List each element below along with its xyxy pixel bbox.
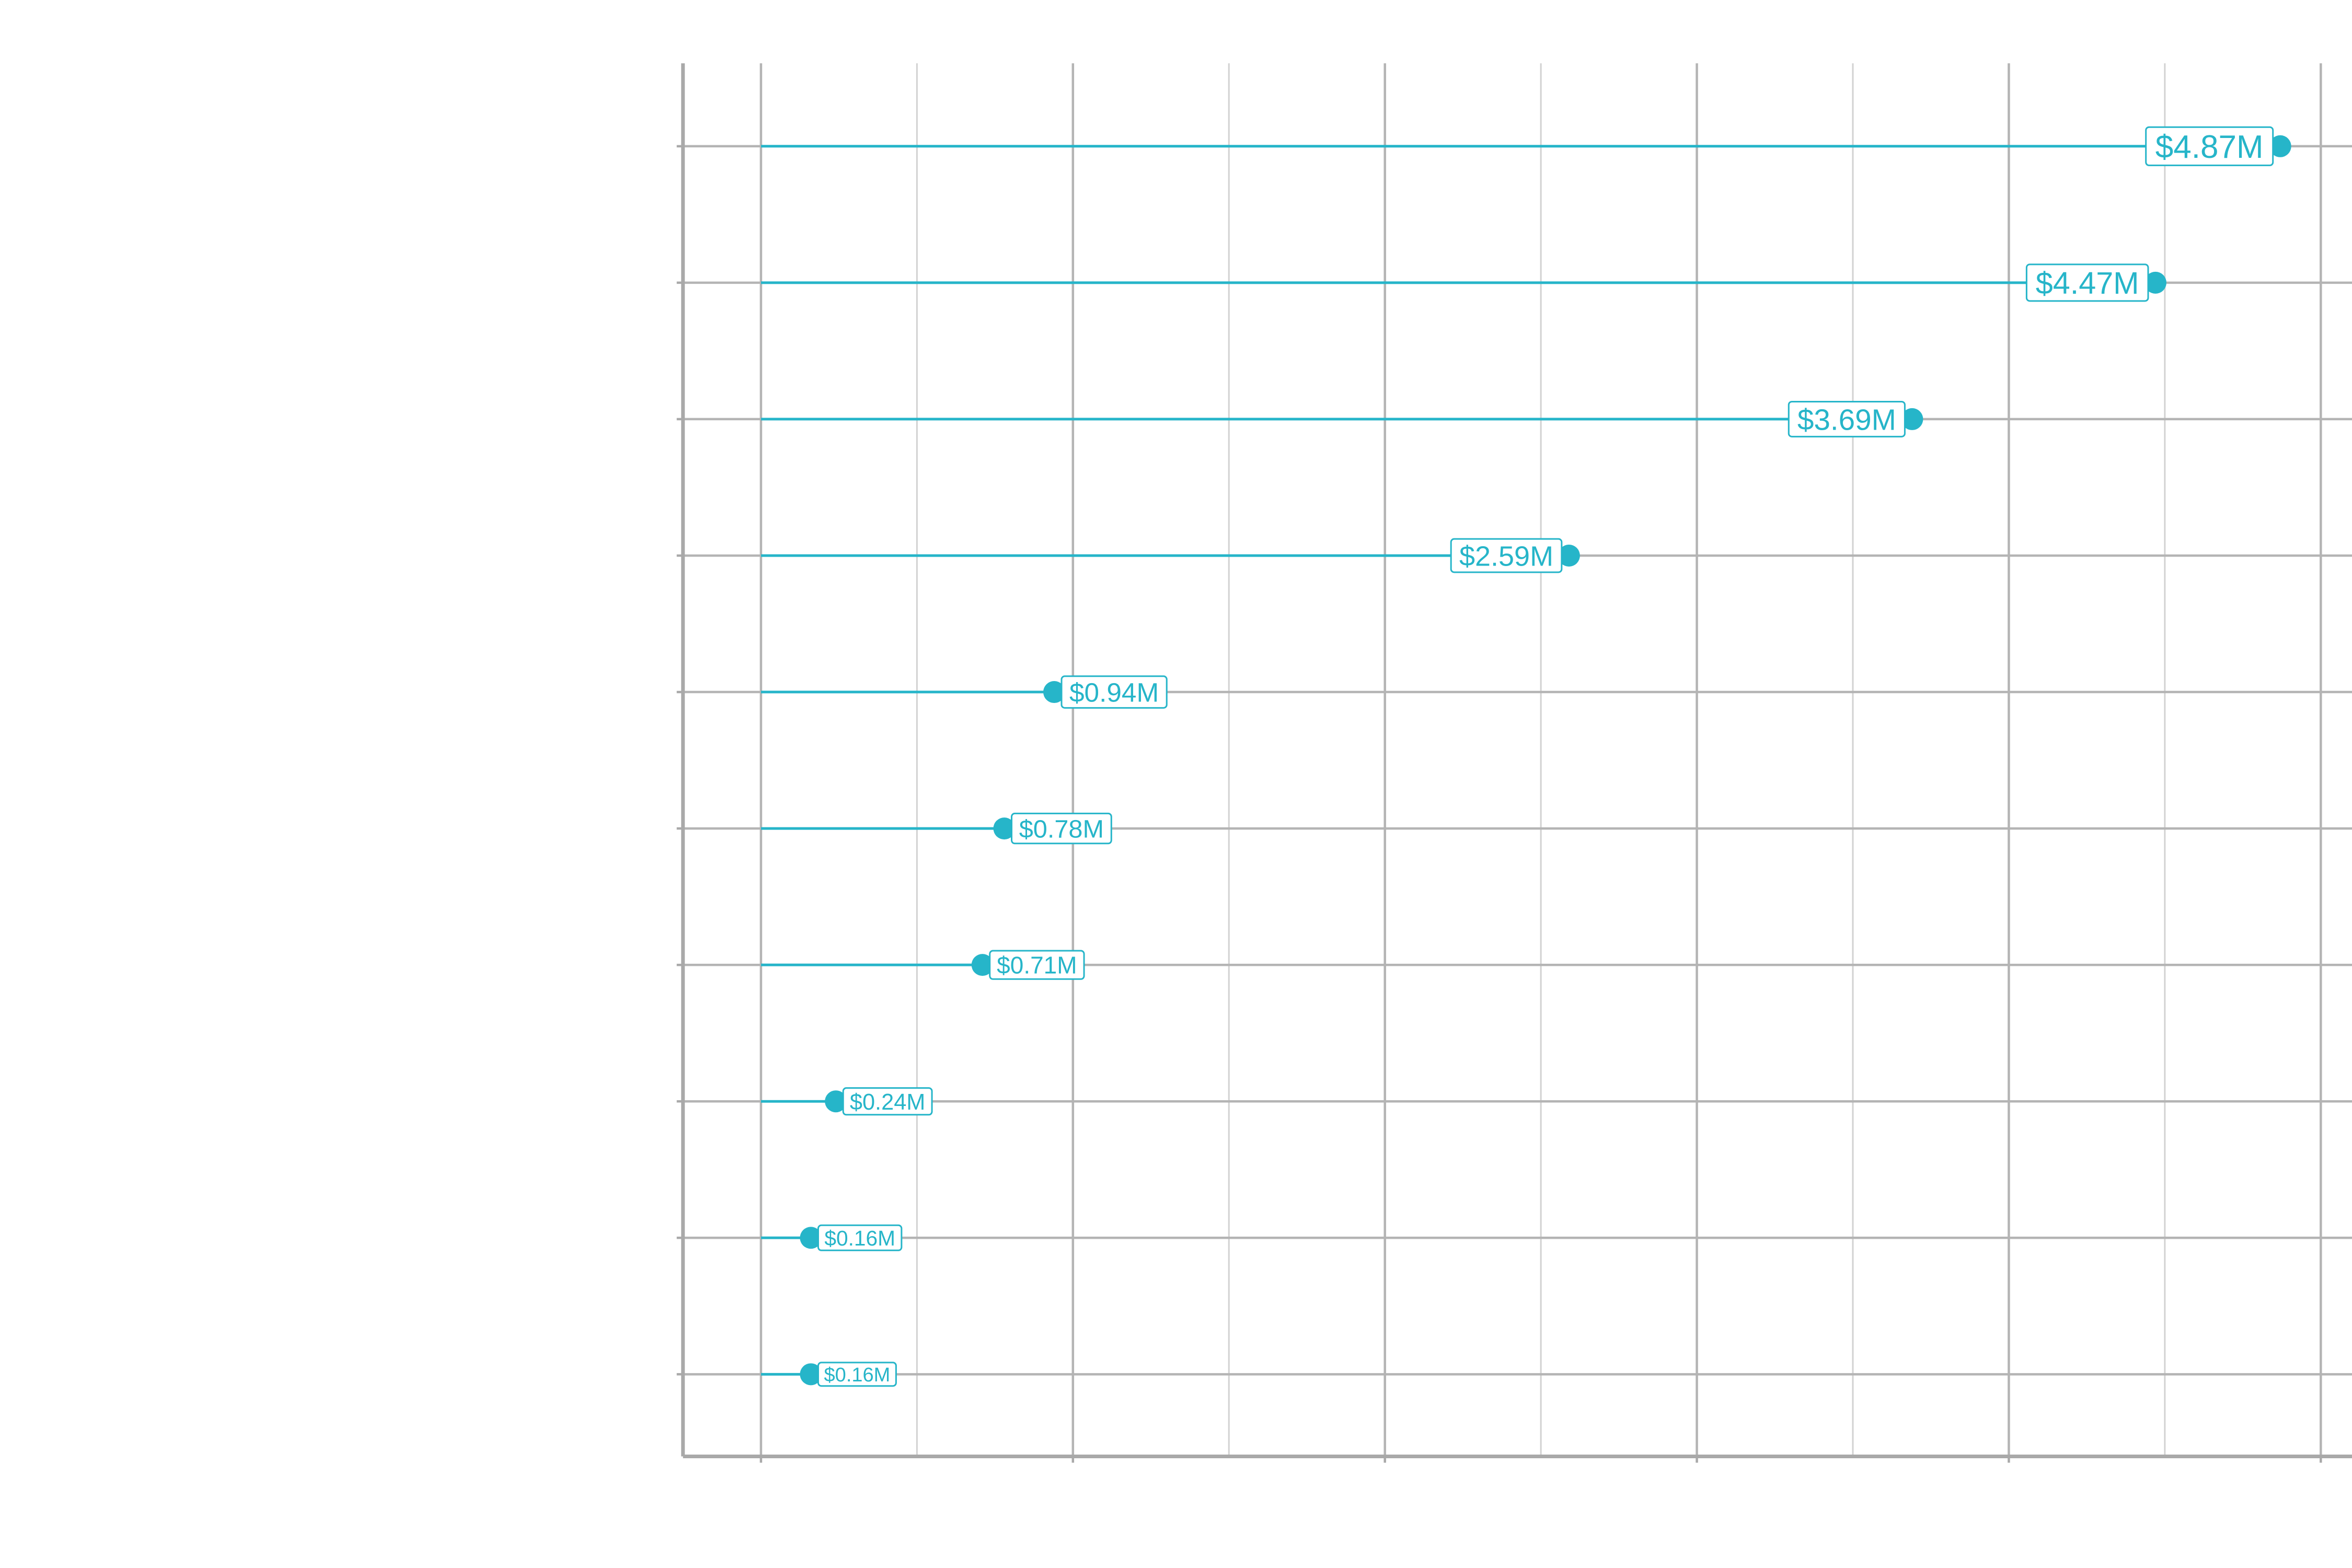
value-label-box [2025,263,2149,302]
value-label-box [817,1362,897,1387]
axis-layer [676,63,2352,1463]
value-label-box [817,1224,903,1251]
value-label: $0.16M [824,1226,895,1250]
value-label-box [1060,675,1168,709]
value-label: $4.87M [2155,129,2264,165]
value-label: $0.16M [824,1364,891,1386]
value-label: $0.24M [850,1090,926,1115]
lollipop-head [800,1363,822,1386]
value-label: $3.69M [1797,403,1896,436]
lollipop-head [1558,544,1580,567]
labels-layer: $4.87M $4.47M $3.69M $2.59M $0.94M $0.78M $0.7… [817,126,2274,1387]
value-label: $0.71M [997,952,1077,979]
value-label-box [1011,812,1112,845]
value-label-box [1450,538,1563,573]
lollipop-head [1043,681,1066,704]
value-label: $2.59M [1459,540,1553,572]
lollipop-head [2144,271,2166,294]
lollipop-head [1901,408,1923,430]
value-label-box [2145,126,2274,166]
value-label: $4.47M [2036,266,2139,301]
value-label: $0.78M [1019,815,1104,844]
value-label-box [989,950,1085,980]
lollipop-head [993,817,1016,840]
marks-layer [760,135,2291,1386]
lollipop-head [800,1227,822,1249]
lollipop-head [825,1090,847,1113]
value-label: $0.94M [1069,678,1159,708]
value-label-box [842,1087,933,1116]
lollipop-head [971,954,994,976]
lollipop-head [2269,135,2291,157]
value-label-box [1788,400,1906,437]
